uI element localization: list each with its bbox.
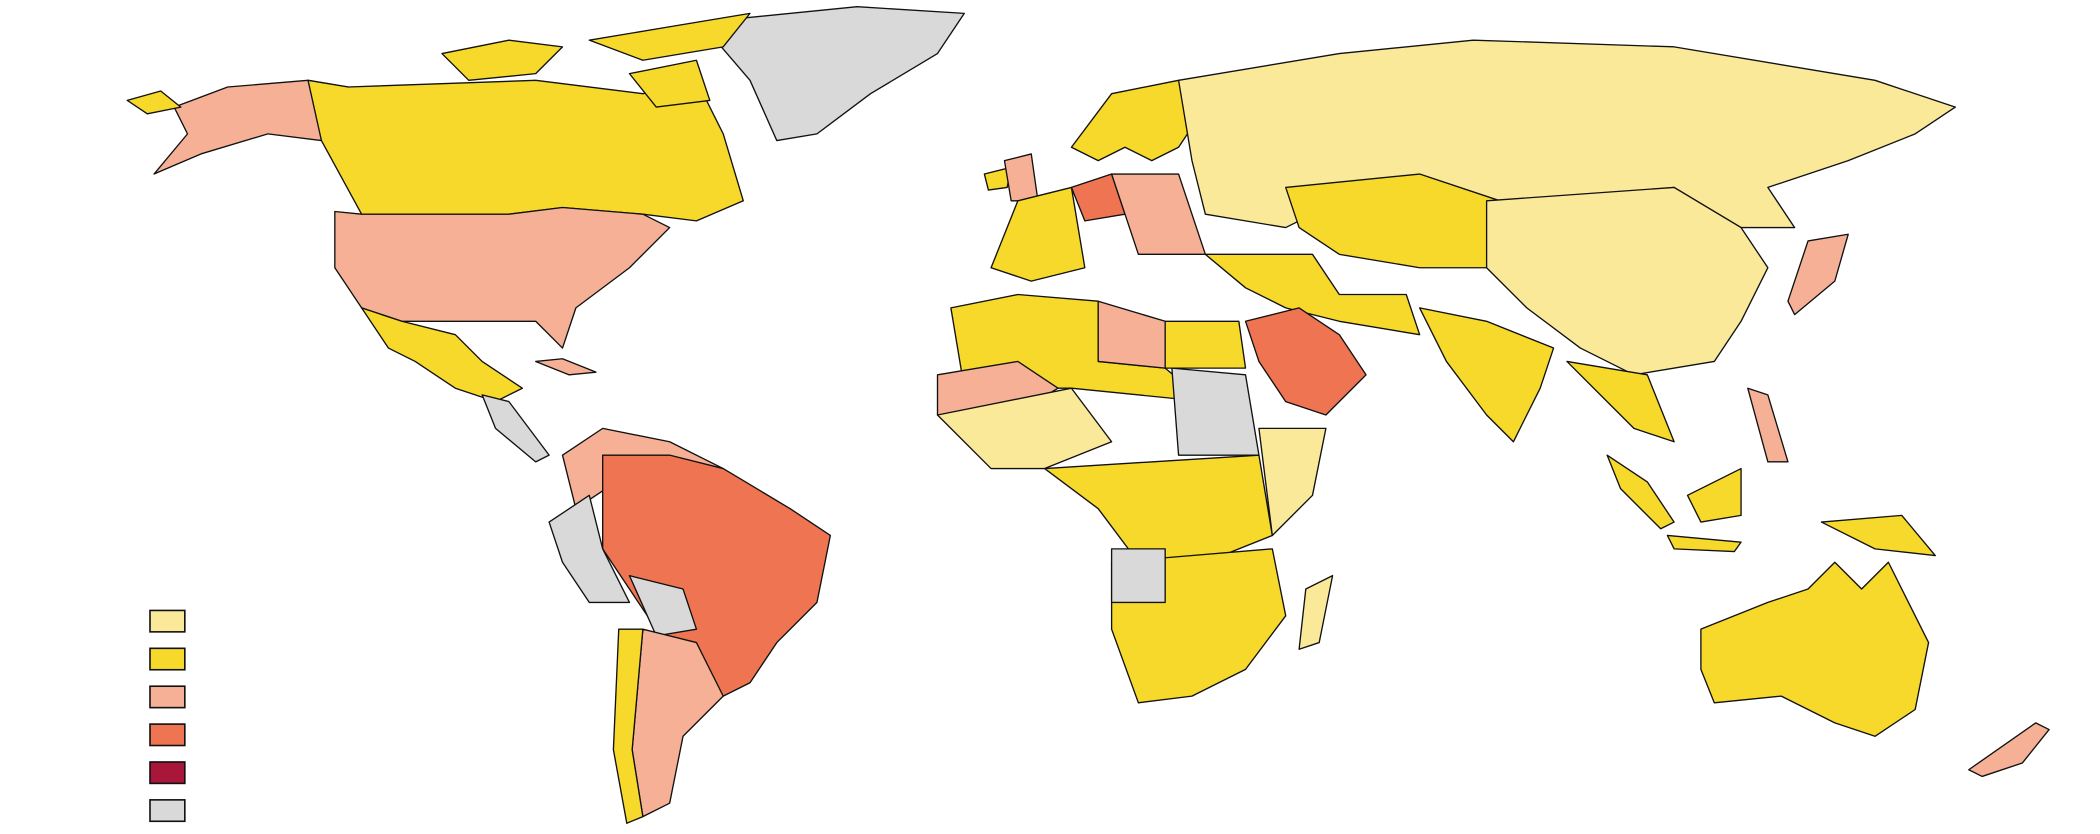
central-america bbox=[481, 394, 550, 463]
sudan bbox=[1171, 367, 1260, 456]
iceland bbox=[983, 166, 1012, 191]
greenland bbox=[709, 6, 965, 142]
eastern-europe bbox=[1110, 173, 1207, 256]
countries bbox=[126, 6, 2050, 824]
libya bbox=[1097, 300, 1166, 369]
peru bbox=[548, 494, 631, 604]
sumatra bbox=[1606, 454, 1675, 530]
china bbox=[1485, 186, 1769, 376]
southeast-asia bbox=[1566, 360, 1675, 443]
egypt bbox=[1164, 320, 1247, 369]
java bbox=[1666, 534, 1742, 553]
australia bbox=[1700, 561, 1930, 737]
mexico bbox=[360, 307, 523, 403]
borneo bbox=[1686, 467, 1742, 523]
alaska bbox=[153, 79, 349, 175]
japan bbox=[1787, 233, 1849, 316]
legend-swatch bbox=[149, 685, 186, 709]
legend-swatch bbox=[149, 761, 186, 785]
scandinavia bbox=[1070, 79, 1207, 162]
madagascar bbox=[1298, 574, 1334, 650]
island bbox=[126, 90, 182, 115]
cuba bbox=[535, 358, 597, 376]
philippines bbox=[1747, 387, 1789, 463]
arctic-island bbox=[588, 12, 751, 61]
central-asia bbox=[1285, 173, 1501, 269]
west-africa bbox=[936, 387, 1113, 470]
new-guinea bbox=[1820, 514, 1936, 557]
brazil bbox=[602, 454, 832, 697]
uk bbox=[1003, 153, 1039, 202]
east-africa bbox=[1258, 427, 1327, 537]
chile bbox=[612, 628, 644, 824]
saudi-arabia bbox=[1244, 307, 1367, 416]
legend-swatch bbox=[149, 799, 186, 823]
central-africa bbox=[1043, 454, 1273, 563]
legend-swatch bbox=[149, 723, 186, 747]
angola-region bbox=[1110, 548, 1166, 604]
arctic-island bbox=[441, 39, 564, 81]
india bbox=[1418, 307, 1555, 443]
arctic-island bbox=[628, 59, 711, 108]
legend-swatch bbox=[149, 647, 186, 671]
legend bbox=[149, 609, 186, 823]
new-zealand bbox=[1968, 722, 2050, 778]
middle-east bbox=[1204, 253, 1421, 336]
legend-swatch bbox=[149, 609, 186, 633]
western-europe bbox=[990, 186, 1086, 282]
bolivia bbox=[628, 574, 698, 637]
